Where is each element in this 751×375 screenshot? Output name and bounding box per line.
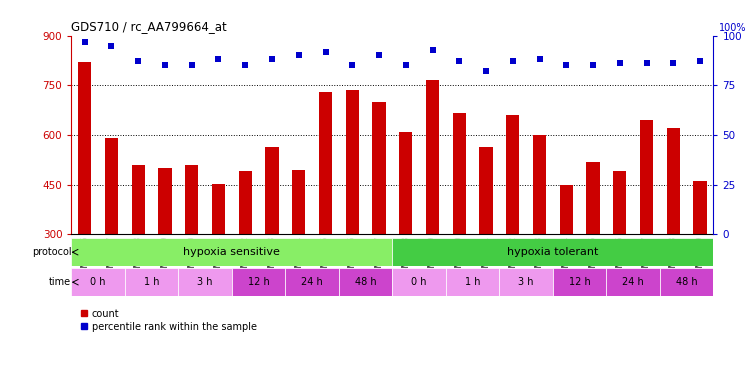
Text: 12 h: 12 h — [248, 277, 270, 287]
Text: 0 h: 0 h — [412, 277, 427, 287]
Bar — [212, 184, 225, 234]
Text: 48 h: 48 h — [354, 277, 376, 287]
Bar — [185, 165, 198, 234]
Point — [480, 68, 492, 74]
Bar — [239, 171, 252, 234]
Text: protocol: protocol — [32, 247, 71, 257]
Bar — [285, 268, 339, 296]
Point — [427, 46, 439, 53]
Point — [346, 62, 358, 68]
Bar — [105, 138, 118, 234]
Point — [507, 58, 519, 64]
Point — [400, 62, 412, 68]
Point — [533, 57, 545, 63]
Text: 1 h: 1 h — [144, 277, 159, 287]
Bar — [613, 171, 626, 234]
Bar — [399, 132, 412, 234]
Bar — [392, 238, 713, 266]
Point — [79, 39, 91, 45]
Text: 24 h: 24 h — [301, 277, 323, 287]
Text: hypoxia sensitive: hypoxia sensitive — [183, 247, 280, 257]
Bar — [292, 170, 306, 234]
Bar — [606, 268, 660, 296]
Point — [293, 53, 305, 58]
Text: 12 h: 12 h — [569, 277, 590, 287]
Text: 3 h: 3 h — [518, 277, 534, 287]
Bar — [640, 120, 653, 234]
Text: 3 h: 3 h — [198, 277, 213, 287]
Bar — [345, 90, 359, 234]
Bar — [392, 268, 446, 296]
Point — [614, 60, 626, 66]
Bar — [446, 268, 499, 296]
Text: hypoxia tolerant: hypoxia tolerant — [507, 247, 599, 257]
Text: 24 h: 24 h — [623, 277, 644, 287]
Bar — [71, 268, 125, 296]
Bar — [158, 168, 172, 234]
Point — [373, 53, 385, 58]
Point — [185, 62, 198, 68]
Point — [319, 48, 331, 54]
Text: 100%: 100% — [719, 23, 746, 33]
Bar — [479, 147, 493, 234]
Bar — [372, 102, 386, 234]
Point — [213, 57, 225, 63]
Point — [454, 58, 466, 64]
Bar — [265, 147, 279, 234]
Bar — [693, 182, 707, 234]
Bar — [533, 135, 546, 234]
Point — [159, 62, 171, 68]
Point — [668, 60, 680, 66]
Bar — [587, 162, 600, 234]
Point — [105, 42, 117, 48]
Bar — [232, 268, 285, 296]
Point — [587, 62, 599, 68]
Bar — [339, 268, 392, 296]
Point — [560, 62, 572, 68]
Legend: count, percentile rank within the sample: count, percentile rank within the sample — [76, 305, 261, 336]
Bar — [667, 128, 680, 234]
Text: time: time — [50, 277, 71, 287]
Bar — [131, 165, 145, 234]
Point — [641, 60, 653, 66]
Point — [132, 58, 144, 64]
Bar — [553, 268, 606, 296]
Bar — [426, 80, 439, 234]
Text: 1 h: 1 h — [465, 277, 481, 287]
Bar — [506, 115, 520, 234]
Bar — [559, 185, 573, 234]
Bar — [78, 62, 92, 234]
Text: 48 h: 48 h — [676, 277, 698, 287]
Bar — [453, 114, 466, 234]
Point — [694, 58, 706, 64]
Point — [266, 57, 278, 63]
Bar — [125, 268, 179, 296]
Bar — [499, 268, 553, 296]
Bar — [660, 268, 713, 296]
Text: 0 h: 0 h — [90, 277, 106, 287]
Text: GDS710 / rc_AA799664_at: GDS710 / rc_AA799664_at — [71, 20, 227, 33]
Point — [240, 62, 252, 68]
Bar — [71, 238, 392, 266]
Bar — [179, 268, 232, 296]
Bar — [319, 92, 332, 234]
